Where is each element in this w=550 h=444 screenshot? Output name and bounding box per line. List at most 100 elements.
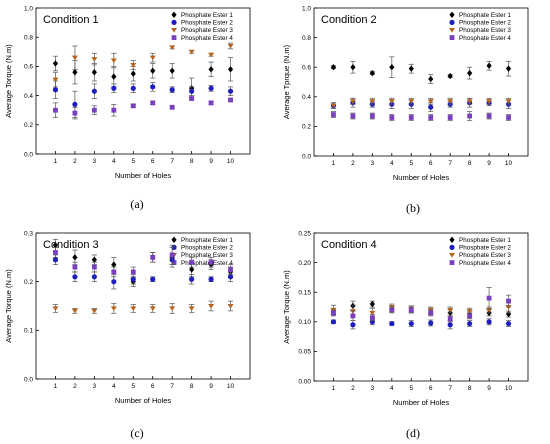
plot-frame — [313, 7, 529, 157]
data-point — [150, 100, 156, 106]
data-point — [369, 99, 376, 104]
data-point — [208, 276, 214, 282]
legend-marker-phosphate-ester-3 — [171, 28, 178, 33]
series-phosphate-ester-2 — [330, 97, 512, 112]
data-point — [428, 104, 434, 110]
data-point — [52, 87, 59, 93]
data-point — [169, 45, 176, 51]
data-point — [428, 310, 434, 316]
data-point — [505, 99, 512, 104]
series-phosphate-ester-3 — [330, 97, 512, 109]
legend-marker-phosphate-ester-1 — [171, 11, 177, 18]
data-point — [227, 274, 234, 280]
x-tick-label: 3 — [371, 160, 375, 167]
legend-label-phosphate-ester-2: Phosphate Ester 2 — [459, 20, 511, 27]
data-point — [52, 60, 59, 67]
data-point — [350, 313, 356, 319]
data-point — [91, 69, 97, 76]
legend-marker-phosphate-ester-2 — [171, 19, 177, 25]
data-point — [71, 308, 78, 314]
series-phosphate-ester-4 — [330, 287, 512, 323]
data-point — [506, 298, 511, 304]
data-point — [331, 112, 336, 117]
data-point — [228, 97, 233, 103]
plot-frame — [313, 232, 529, 382]
y-tick-label: 0.6 — [302, 65, 311, 72]
data-point — [150, 276, 156, 282]
y-tick-label: 0.25 — [298, 230, 311, 237]
y-tick-label: 0.4 — [302, 94, 311, 101]
data-point — [486, 62, 492, 69]
data-point — [72, 264, 78, 270]
data-point — [408, 99, 415, 104]
chart-panel-1: 0.0 0.2 0.4 0.6 0.8 1.0 1 2 3 4 5 6 7 8 9 10 Number of H… — [4, 5, 251, 180]
series-phosphate-ester-3 — [52, 300, 234, 314]
chart-panel-2: 0.0 0.2 0.4 0.6 0.8 1.0 1 2 3 4 5 6 7 8 9 10 Number of H… — [282, 5, 529, 182]
data-point — [91, 88, 97, 94]
data-point — [111, 261, 117, 268]
data-point — [369, 315, 375, 321]
data-point — [208, 52, 215, 58]
data-point — [408, 115, 414, 120]
data-point — [467, 320, 473, 327]
x-tick-label: 6 — [429, 385, 433, 392]
data-point — [169, 67, 175, 74]
y-tick-label: 0.4 — [24, 93, 33, 100]
data-point — [188, 306, 195, 312]
data-point — [227, 66, 234, 73]
x-tick-label: 9 — [487, 385, 491, 392]
data-point — [389, 320, 395, 327]
data-point — [91, 264, 97, 270]
legend-marker-phosphate-ester-4 — [171, 260, 177, 265]
data-point — [428, 320, 434, 326]
x-axis-label: Number of Holes — [115, 396, 172, 405]
legend-label-phosphate-ester-3: Phosphate Ester 3 — [181, 27, 233, 34]
x-tick-label: 8 — [190, 158, 194, 165]
data-point — [53, 107, 58, 113]
data-point — [369, 69, 375, 77]
x-tick-label: 1 — [332, 385, 336, 392]
chart-title: Condition 3 — [43, 239, 99, 251]
data-point — [91, 274, 97, 280]
y-tick-label: 1.0 — [24, 5, 33, 12]
data-point — [169, 104, 175, 110]
plot-frame — [35, 7, 251, 155]
data-point — [350, 64, 356, 71]
series-phosphate-ester-4 — [52, 96, 234, 120]
x-tick-label: 2 — [351, 160, 355, 167]
y-tick-label: 0.0 — [302, 153, 311, 160]
y-tick-label: 0.15 — [298, 290, 311, 297]
x-tick-label: 4 — [390, 160, 394, 167]
data-point — [408, 65, 414, 72]
data-point — [169, 306, 176, 312]
data-point — [389, 115, 395, 120]
data-point — [467, 113, 473, 119]
y-tick-label: 0.20 — [298, 260, 311, 267]
y-tick-label: 0.6 — [24, 64, 33, 71]
x-tick-label: 5 — [409, 160, 413, 167]
caption-d: (d) — [406, 426, 420, 440]
series-phosphate-ester-1 — [330, 300, 512, 318]
data-point — [331, 310, 336, 316]
legend-marker-phosphate-ester-1 — [171, 236, 177, 243]
data-point — [466, 99, 473, 104]
data-point — [130, 306, 137, 312]
data-point — [52, 77, 59, 83]
data-point — [149, 55, 156, 61]
legend-marker-phosphate-ester-4 — [449, 35, 455, 40]
y-tick-label: 0.05 — [298, 349, 311, 356]
data-point — [189, 259, 195, 265]
data-point — [227, 304, 234, 309]
x-tick-label: 9 — [209, 383, 213, 390]
data-point — [486, 319, 492, 325]
legend-label-phosphate-ester-4: Phosphate Ester 4 — [181, 260, 233, 267]
x-tick-label: 6 — [151, 158, 155, 165]
caption-c: (c) — [130, 426, 143, 440]
x-tick-label: 8 — [468, 160, 472, 167]
x-tick-label: 2 — [351, 385, 355, 392]
x-tick-label: 10 — [227, 158, 235, 165]
x-tick-label: 1 — [332, 160, 336, 167]
data-point — [111, 107, 117, 113]
